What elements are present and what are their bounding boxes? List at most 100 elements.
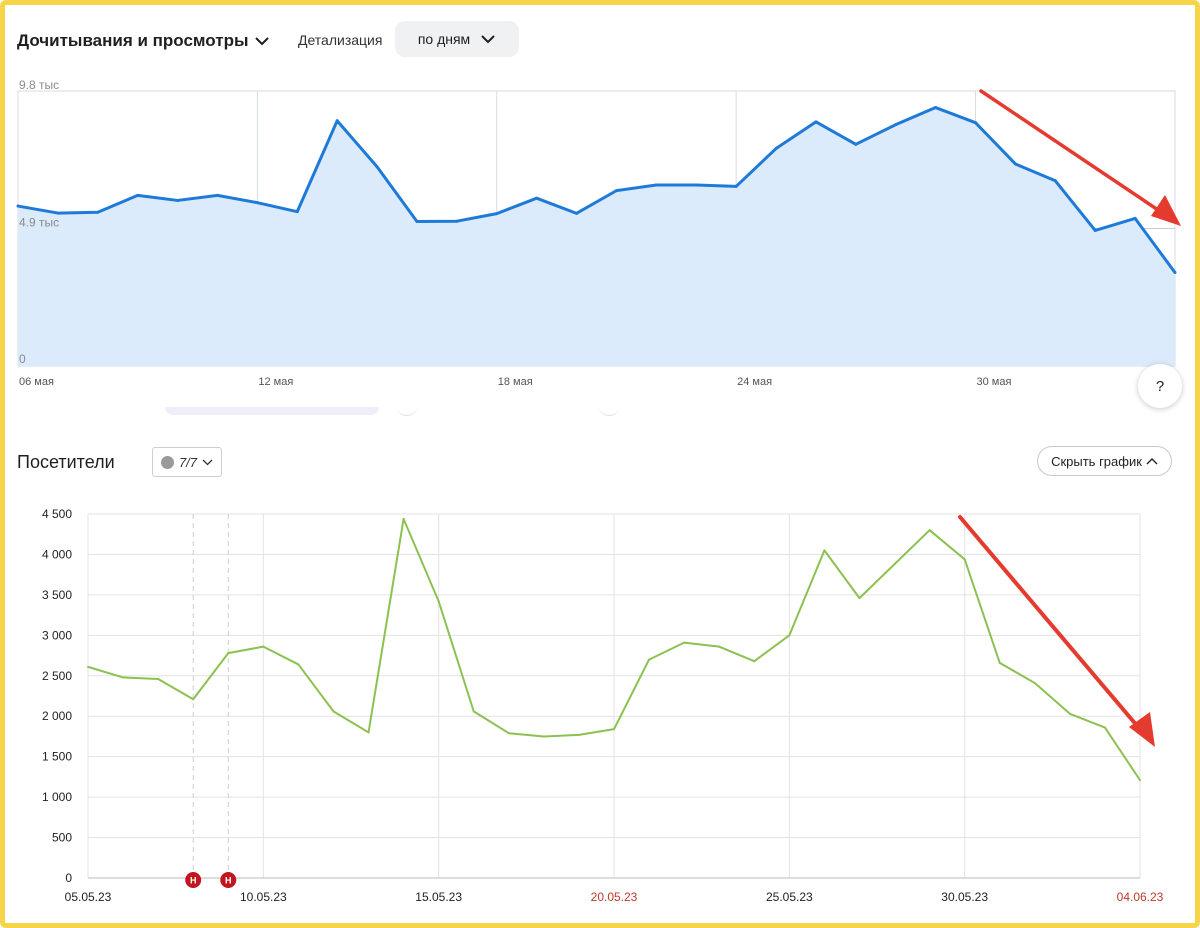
goals-filter-value: 7/7 <box>178 454 198 470</box>
chevron-down-icon <box>202 459 213 466</box>
data-point <box>402 517 405 520</box>
data-point <box>437 600 440 603</box>
x-tick-label: 30 мая <box>977 376 1012 388</box>
x-tick-label: 15.05.23 <box>415 890 462 904</box>
data-point <box>823 549 826 552</box>
x-tick-label: 18 мая <box>498 376 533 388</box>
data-point <box>297 663 300 666</box>
data-point <box>974 121 978 125</box>
x-tick-label: 25.05.23 <box>766 890 813 904</box>
data-point <box>654 183 658 187</box>
chevron-down-icon <box>254 36 270 46</box>
data-point <box>56 211 60 215</box>
y-tick-label: 3 000 <box>42 628 72 642</box>
data-point <box>507 732 510 735</box>
data-point <box>542 735 545 738</box>
y-tick-label: 4 500 <box>42 507 72 521</box>
annotation-label: Н <box>225 876 232 886</box>
y-tick-label: 9.8 тыс <box>19 78 59 92</box>
data-point <box>157 678 160 681</box>
data-point <box>854 142 858 146</box>
goal-icon <box>160 455 174 469</box>
data-point <box>1053 179 1057 183</box>
data-point <box>455 219 459 223</box>
data-point <box>734 184 738 188</box>
hide-chart-label: Скрыть график <box>1051 453 1142 469</box>
annotation-label: Н <box>190 876 197 886</box>
detail-select[interactable]: по дням <box>395 21 519 57</box>
data-point <box>227 652 230 655</box>
data-point <box>255 201 259 205</box>
chevron-down-icon <box>480 34 496 44</box>
data-point <box>894 123 898 127</box>
help-label: ? <box>1155 377 1165 395</box>
data-point <box>683 641 686 644</box>
goals-filter-dropdown[interactable]: 7/7 <box>152 447 222 477</box>
y-tick-label: 0 <box>65 871 72 885</box>
data-point <box>614 189 618 193</box>
views-metric-title: Дочитывания и просмотры <box>17 31 249 50</box>
x-tick-label: 10.05.23 <box>240 890 287 904</box>
red-arrow-head <box>1129 712 1155 747</box>
data-point <box>16 204 20 208</box>
data-point <box>648 658 651 661</box>
series-line <box>17 106 1177 274</box>
red-arrow <box>958 515 1146 736</box>
y-tick-label: 3 500 <box>42 588 72 602</box>
hide-chart-button[interactable]: Скрыть график <box>1037 446 1172 476</box>
data-point <box>495 212 499 216</box>
annotation-badge <box>220 872 237 888</box>
annotation-marker: Н <box>185 872 202 888</box>
data-point <box>788 634 791 637</box>
chevron-up-icon <box>1146 457 1158 465</box>
data-point <box>335 119 339 123</box>
data-point <box>1103 726 1106 729</box>
data-point <box>694 183 698 187</box>
data-point <box>122 676 125 679</box>
visitors-line-chart: 0 500 1 000 1 500 2 000 2 500 3 000 3 500 4 000 4… <box>42 507 1164 904</box>
y-tick-label: 0 <box>19 352 26 366</box>
data-point <box>928 529 931 532</box>
x-tick-label: 06 мая <box>19 376 54 388</box>
annotation-badge <box>185 872 202 888</box>
detail-select-value: по дням <box>417 31 471 47</box>
data-point <box>375 165 379 169</box>
x-tick-label: 12 мая <box>258 376 293 388</box>
help-button[interactable]: ? <box>1138 364 1182 408</box>
visitors-title: Посетители <box>17 452 115 472</box>
annotation-marker: Н <box>220 872 237 888</box>
ghost-control <box>598 401 620 416</box>
detail-label: Детализация <box>298 32 383 48</box>
data-point <box>858 597 861 600</box>
data-point <box>934 106 938 110</box>
data-point <box>472 710 475 713</box>
data-point <box>215 193 219 197</box>
data-point <box>753 660 756 663</box>
data-point <box>718 645 721 648</box>
data-point <box>1139 779 1141 782</box>
y-tick-label: 500 <box>52 831 72 845</box>
data-point <box>577 733 580 736</box>
data-point <box>367 731 370 734</box>
data-point <box>535 196 539 200</box>
x-tick-label: 20.05.23 <box>591 890 638 904</box>
x-tick-label: 04.06.23 <box>1117 890 1164 904</box>
data-point <box>176 198 180 202</box>
ghost-control <box>396 401 418 416</box>
data-point <box>1133 216 1137 220</box>
red-arrow-head <box>1151 195 1181 226</box>
data-point <box>332 710 335 713</box>
red-arrow <box>979 89 1169 218</box>
data-point <box>1033 682 1036 685</box>
y-tick-label: 4.9 тыс <box>19 216 59 230</box>
data-point <box>136 193 140 197</box>
y-tick-label: 1 500 <box>42 750 72 764</box>
data-point <box>814 120 818 124</box>
data-point <box>295 210 299 214</box>
data-point <box>774 147 778 151</box>
data-point <box>192 698 195 701</box>
views-metric-dropdown[interactable]: Дочитывания и просмотры <box>17 31 270 51</box>
data-point <box>1068 712 1071 715</box>
y-tick-label: 2 000 <box>42 709 72 723</box>
